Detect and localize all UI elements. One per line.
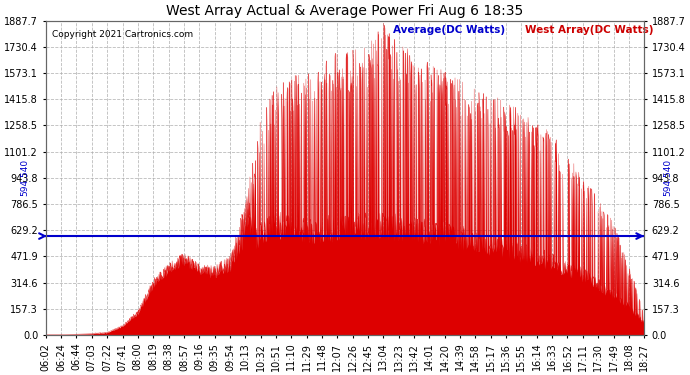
Title: West Array Actual & Average Power Fri Aug 6 18:35: West Array Actual & Average Power Fri Au…	[166, 4, 524, 18]
Text: Average(DC Watts): Average(DC Watts)	[393, 26, 505, 35]
Text: Copyright 2021 Cartronics.com: Copyright 2021 Cartronics.com	[52, 30, 193, 39]
Text: 594.540: 594.540	[664, 159, 673, 196]
Text: West Array(DC Watts): West Array(DC Watts)	[524, 26, 653, 35]
Text: 594.540: 594.540	[21, 159, 30, 196]
